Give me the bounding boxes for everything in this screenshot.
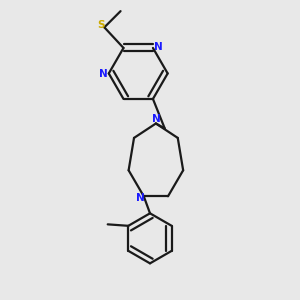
Text: N: N	[99, 69, 108, 79]
Text: S: S	[98, 20, 105, 30]
Text: N: N	[152, 114, 161, 124]
Text: N: N	[136, 193, 144, 203]
Text: N: N	[154, 42, 163, 52]
